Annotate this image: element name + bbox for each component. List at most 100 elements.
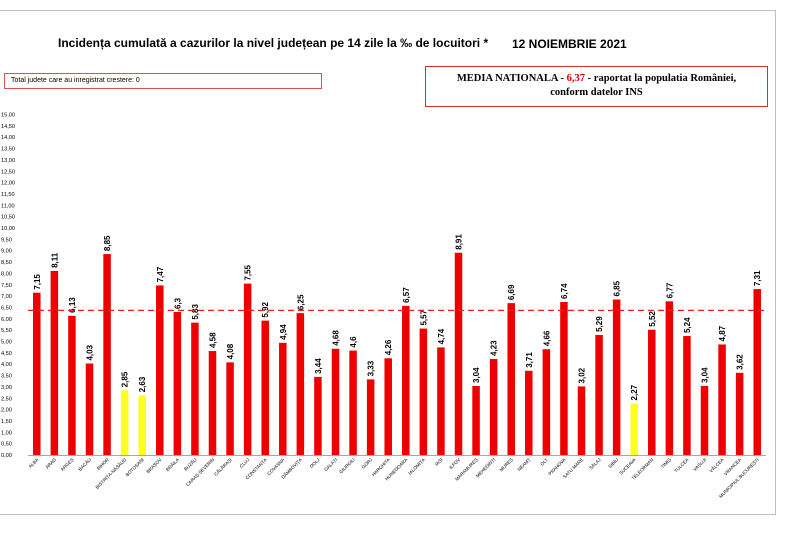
category-label: ARAD xyxy=(45,457,58,470)
category-label: BACĂU xyxy=(77,456,92,471)
bar-value-label: 3,04 xyxy=(701,367,710,383)
y-tick-label: 0,00 xyxy=(1,453,12,459)
category-label: ILFOV xyxy=(448,457,462,471)
bar xyxy=(68,315,76,455)
bar-value-label: 5,52 xyxy=(648,311,657,327)
bar xyxy=(296,313,305,455)
bar-value-label: 4,87 xyxy=(718,325,727,341)
y-tick-label: 11,00 xyxy=(1,203,15,209)
y-tick-label: 4,00 xyxy=(1,362,12,368)
category-label: GORJ xyxy=(361,457,374,470)
category-label: BOTOȘANI xyxy=(125,457,145,477)
bar xyxy=(700,385,709,455)
bar xyxy=(261,320,269,455)
y-tick-label: 2,50 xyxy=(1,396,12,402)
bar-value-label: 3,33 xyxy=(367,360,376,376)
category-label: BRAȘOV xyxy=(145,457,163,475)
bar xyxy=(243,283,252,455)
category-label: VASLUI xyxy=(692,457,707,472)
report-date: 12 NOIEMBRIE 2021 xyxy=(512,37,627,51)
bar xyxy=(402,305,410,455)
bar-value-label: 3,44 xyxy=(314,358,323,374)
bar-value-label: 8,85 xyxy=(103,235,112,251)
y-tick-label: 3,50 xyxy=(1,374,12,380)
national-average-value: 6,37 xyxy=(566,73,586,84)
bar-value-label: 8,11 xyxy=(50,252,59,268)
bar xyxy=(560,302,568,455)
bar xyxy=(683,336,691,455)
bar-value-label: 6,74 xyxy=(560,283,569,299)
bar xyxy=(525,370,533,455)
growth-note-box: Total judete care au inregistrat crester… xyxy=(4,73,322,89)
bar xyxy=(349,350,357,455)
y-tick-label: 9,00 xyxy=(1,249,12,255)
category-label: ARGEȘ xyxy=(60,457,75,472)
bar-value-label: 4,58 xyxy=(209,332,218,348)
chart-frame xyxy=(0,10,776,515)
bar xyxy=(33,292,41,455)
national-average-box: MEDIA NATIONALA - 6,37 - raportat la pop… xyxy=(425,66,768,107)
y-tick-label: 13,00 xyxy=(1,158,15,164)
y-tick-label: 5,00 xyxy=(1,340,12,346)
bar-value-label: 2,27 xyxy=(630,384,639,400)
y-tick-label: 15,00 xyxy=(1,113,15,119)
bar xyxy=(489,358,498,455)
y-tick-label: 1,00 xyxy=(1,430,12,436)
category-label: SĂLAJ xyxy=(588,456,602,470)
category-label: TULCEA xyxy=(673,457,690,474)
bar xyxy=(718,344,726,455)
bar xyxy=(507,303,515,455)
bar-value-label: 6,77 xyxy=(665,282,674,298)
y-tick-label: 4,50 xyxy=(1,351,12,357)
bar xyxy=(577,386,586,455)
bar-value-label: 5,83 xyxy=(191,304,200,320)
y-tick-label: 10,00 xyxy=(1,226,15,232)
category-label: BRĂILA xyxy=(164,456,180,472)
category-label: BUZĂU xyxy=(182,456,197,471)
y-tick-label: 9,50 xyxy=(1,237,12,243)
bar-value-label: 7,55 xyxy=(244,264,253,280)
bar-value-label: 5,29 xyxy=(595,316,604,332)
bar xyxy=(735,372,744,455)
category-label: CĂLĂRAȘI xyxy=(212,456,232,476)
bar-value-label: 4,26 xyxy=(384,339,393,355)
bar-value-label: 3,62 xyxy=(736,354,745,370)
bar-value-label: 7,15 xyxy=(33,274,42,290)
chart-title: Incidența cumulată a cazurilor la nivel … xyxy=(58,36,489,50)
y-tick-label: 5,50 xyxy=(1,328,12,334)
y-tick-label: 12,50 xyxy=(1,169,15,175)
growth-note-text: Total judete care au inregistrat crester… xyxy=(11,77,140,84)
category-label: GALAȚI xyxy=(323,457,338,472)
y-tick-label: 6,50 xyxy=(1,305,12,311)
category-label: NEAMȚ xyxy=(517,457,532,472)
bar xyxy=(314,376,322,455)
bar-value-label: 5,92 xyxy=(261,301,270,317)
bar xyxy=(279,342,287,455)
bar-value-label: 6,13 xyxy=(68,297,77,313)
bar-value-label: 2,85 xyxy=(121,371,130,387)
bar-value-label: 4,74 xyxy=(437,328,446,344)
y-tick-label: 11,50 xyxy=(1,192,15,198)
bar xyxy=(630,403,638,455)
bar-value-label: 7,47 xyxy=(156,266,165,282)
bar-value-label: 3,71 xyxy=(525,352,534,368)
national-average-prefix: MEDIA NATIONALA - xyxy=(456,73,567,84)
bar-value-label: 4,03 xyxy=(86,344,95,360)
bar xyxy=(437,347,445,455)
y-tick-label: 1,50 xyxy=(1,419,12,425)
bar xyxy=(226,362,234,455)
category-label: DOLJ xyxy=(309,457,321,469)
bar-value-label: 3,04 xyxy=(472,367,481,383)
bar xyxy=(454,252,463,455)
y-tick-label: 10,50 xyxy=(1,215,15,221)
bar xyxy=(138,395,146,455)
bar xyxy=(103,254,111,455)
category-label: MUREȘ xyxy=(499,457,514,472)
category-label: VÂLCEA xyxy=(708,456,726,474)
bar xyxy=(173,311,182,455)
category-label: OLT xyxy=(539,457,549,467)
bar-value-label: 3,02 xyxy=(578,367,587,383)
bar-value-label: 4,08 xyxy=(226,343,235,359)
y-tick-label: 2,00 xyxy=(1,408,12,414)
y-tick-label: 7,00 xyxy=(1,294,12,300)
